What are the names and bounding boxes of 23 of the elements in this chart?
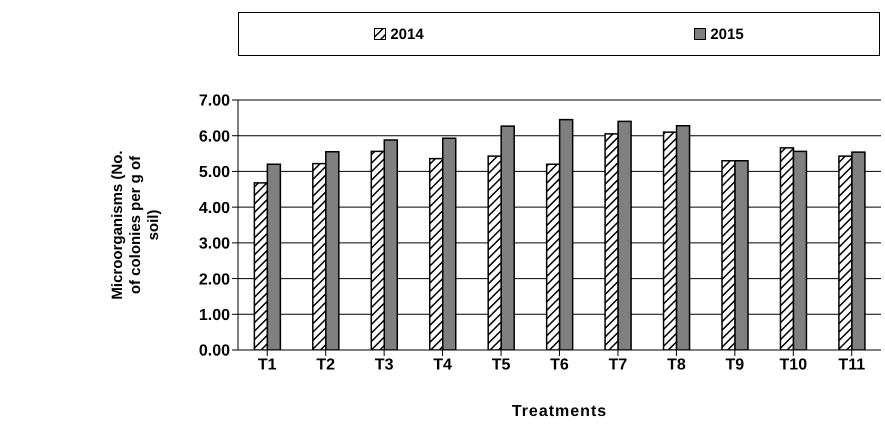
x-tick-label: T5: [492, 356, 510, 374]
y-axis-title: Microorganisms (No. of colonies per g of soil): [109, 150, 162, 300]
x-tick-label: T2: [316, 356, 336, 374]
y-tick-label: 0.00: [198, 342, 230, 360]
x-tick-label: T3: [374, 356, 394, 374]
x-tick-label: T4: [433, 356, 452, 374]
y-tick-label: 4.00: [198, 200, 230, 217]
x-tick-label: T9: [726, 356, 744, 374]
x-tick-label: T10: [780, 356, 808, 374]
y-tick-label: 3.00: [198, 236, 230, 253]
x-tick-label: T1: [258, 356, 277, 374]
x-tick-label: T8: [667, 356, 686, 374]
y-tick-label: 7.00: [198, 92, 230, 110]
y-tick-label: 5.00: [198, 164, 230, 182]
x-tick-label: T7: [608, 356, 628, 374]
x-tick-label: T11: [838, 356, 866, 374]
legend-label: 2015: [709, 26, 744, 42]
y-tick-label: 6.00: [198, 128, 230, 146]
y-tick-label: 1.00: [198, 306, 230, 324]
x-axis-title: Treatments: [512, 403, 608, 420]
x-tick-label: T6: [550, 356, 569, 374]
y-tick-label: 2.00: [198, 271, 230, 288]
legend-label: 2014: [389, 26, 424, 42]
